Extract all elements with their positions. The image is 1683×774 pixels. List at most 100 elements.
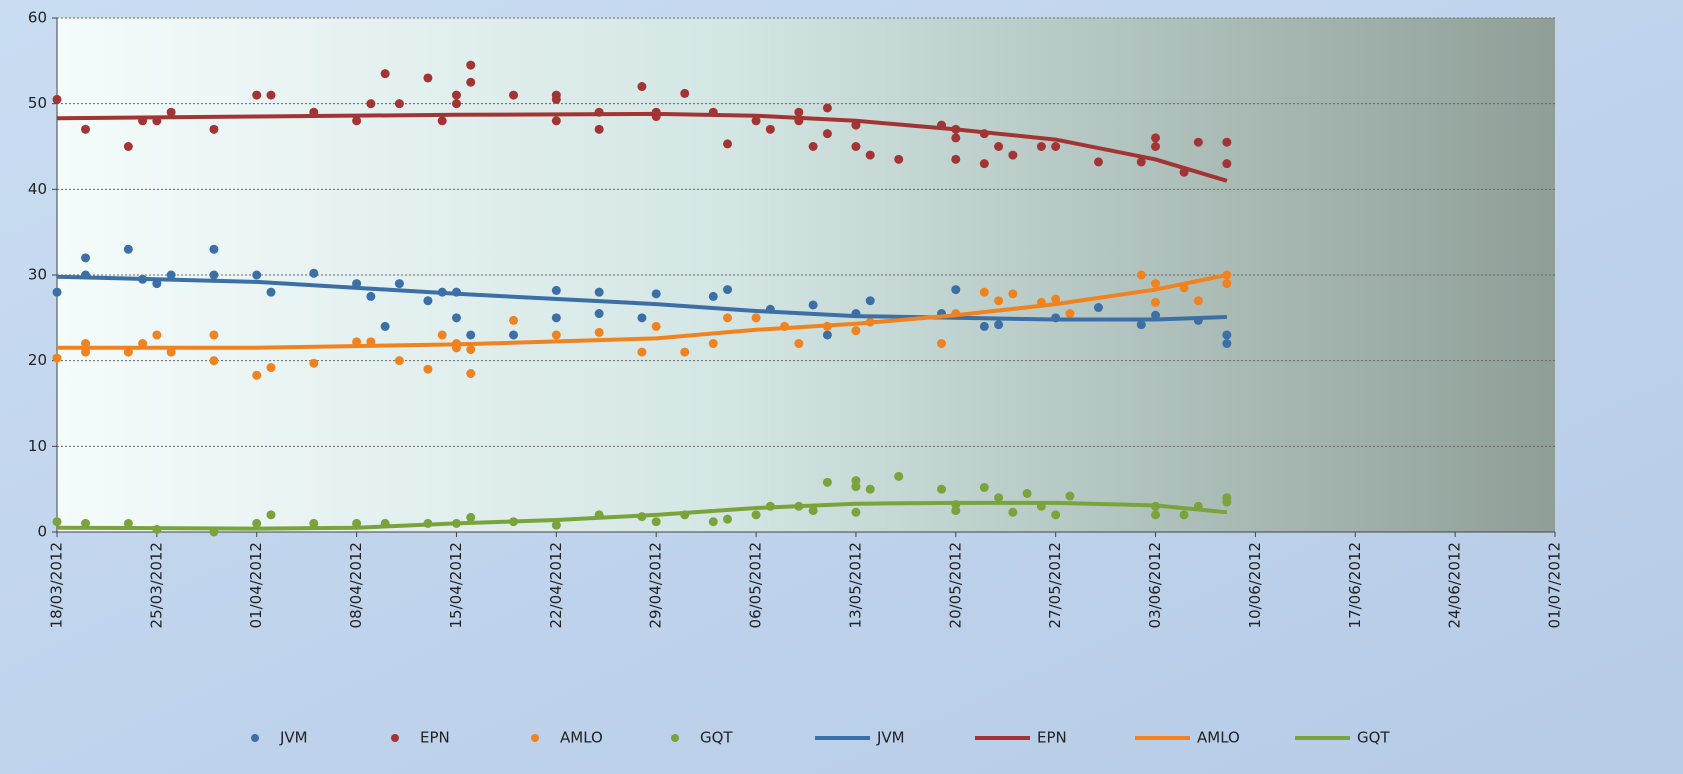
data-point bbox=[366, 99, 376, 109]
data-point bbox=[594, 124, 604, 134]
legend-label: AMLO bbox=[560, 729, 603, 747]
legend-marker bbox=[251, 734, 259, 742]
data-point bbox=[1222, 497, 1232, 507]
data-point bbox=[723, 285, 733, 295]
data-point bbox=[851, 482, 861, 492]
x-tick-label: 13/05/2012 bbox=[846, 542, 864, 628]
data-point bbox=[1008, 150, 1018, 160]
data-point bbox=[594, 287, 604, 297]
legend-marker bbox=[531, 734, 539, 742]
data-point bbox=[551, 94, 561, 104]
data-point bbox=[1051, 142, 1061, 151]
data-point bbox=[680, 88, 690, 98]
y-tick-label: 10 bbox=[28, 437, 47, 455]
data-point bbox=[551, 285, 561, 295]
data-point bbox=[81, 339, 91, 349]
y-tick-label: 60 bbox=[28, 9, 47, 27]
data-point bbox=[209, 330, 219, 340]
data-point bbox=[1093, 303, 1103, 313]
data-point bbox=[1151, 133, 1161, 143]
data-point bbox=[394, 99, 404, 109]
data-point bbox=[1136, 157, 1146, 167]
data-point bbox=[651, 517, 661, 527]
x-tick-label: 27/05/2012 bbox=[1046, 542, 1064, 628]
data-point bbox=[451, 90, 461, 100]
data-point bbox=[979, 287, 989, 297]
data-point bbox=[252, 518, 262, 528]
x-tick-label: 06/05/2012 bbox=[747, 542, 765, 628]
data-point bbox=[166, 347, 176, 357]
data-point bbox=[209, 124, 219, 134]
legend-label: GQT bbox=[1357, 729, 1390, 747]
data-point bbox=[209, 244, 219, 254]
legend-marker bbox=[391, 734, 399, 742]
data-point bbox=[466, 369, 476, 379]
data-point bbox=[751, 313, 761, 323]
data-point bbox=[252, 270, 262, 280]
data-point bbox=[266, 90, 276, 100]
data-point bbox=[394, 356, 404, 366]
data-point bbox=[123, 244, 133, 254]
data-point bbox=[52, 353, 62, 363]
data-point bbox=[1093, 157, 1103, 167]
data-point bbox=[994, 142, 1004, 151]
legend-label: GQT bbox=[700, 729, 733, 747]
trend-line bbox=[56, 500, 1228, 531]
data-point bbox=[509, 315, 519, 325]
x-tick-label: 15/04/2012 bbox=[447, 542, 465, 628]
data-point bbox=[1222, 159, 1232, 169]
y-tick-label: 20 bbox=[28, 351, 47, 369]
data-point bbox=[994, 296, 1004, 306]
data-point bbox=[979, 482, 989, 492]
data-point bbox=[994, 493, 1004, 503]
x-tick-label: 29/04/2012 bbox=[647, 542, 665, 628]
legend-label: JVM bbox=[279, 729, 308, 747]
data-point bbox=[937, 339, 947, 349]
data-point bbox=[466, 60, 476, 70]
x-tick-label: 01/04/2012 bbox=[247, 542, 265, 628]
data-point bbox=[723, 313, 733, 323]
data-point bbox=[723, 139, 733, 149]
data-point bbox=[551, 313, 561, 323]
data-point bbox=[81, 253, 91, 263]
data-point bbox=[680, 347, 690, 357]
data-point bbox=[81, 518, 91, 528]
data-point bbox=[437, 330, 447, 340]
data-point bbox=[594, 309, 604, 319]
data-point bbox=[166, 107, 176, 117]
data-point bbox=[1151, 510, 1161, 520]
data-point bbox=[1036, 142, 1046, 151]
data-point bbox=[309, 358, 319, 368]
data-point bbox=[708, 291, 718, 301]
data-point bbox=[52, 287, 62, 297]
data-point bbox=[551, 116, 561, 126]
data-point bbox=[423, 296, 433, 306]
x-tick-label: 22/04/2012 bbox=[547, 542, 565, 628]
data-point bbox=[1193, 137, 1203, 147]
data-point bbox=[751, 116, 761, 126]
data-point bbox=[822, 330, 832, 340]
legend-marker bbox=[671, 734, 679, 742]
data-point bbox=[808, 506, 818, 516]
data-point bbox=[865, 296, 875, 306]
data-point bbox=[1136, 270, 1146, 280]
data-point bbox=[1222, 330, 1232, 340]
data-point bbox=[209, 270, 219, 280]
data-point bbox=[380, 321, 390, 331]
data-point bbox=[551, 330, 561, 340]
data-point bbox=[451, 313, 461, 323]
data-point bbox=[81, 124, 91, 134]
data-point bbox=[851, 142, 861, 151]
data-point bbox=[979, 321, 989, 331]
data-point bbox=[309, 518, 319, 528]
data-point bbox=[822, 103, 832, 113]
data-point bbox=[637, 82, 647, 92]
legend-label: JVM bbox=[876, 729, 905, 747]
data-point bbox=[352, 116, 362, 126]
data-point bbox=[1065, 491, 1075, 501]
data-point bbox=[794, 107, 804, 117]
data-point bbox=[651, 289, 661, 299]
data-point bbox=[822, 129, 832, 139]
data-point bbox=[723, 514, 733, 524]
data-point bbox=[1008, 289, 1018, 299]
